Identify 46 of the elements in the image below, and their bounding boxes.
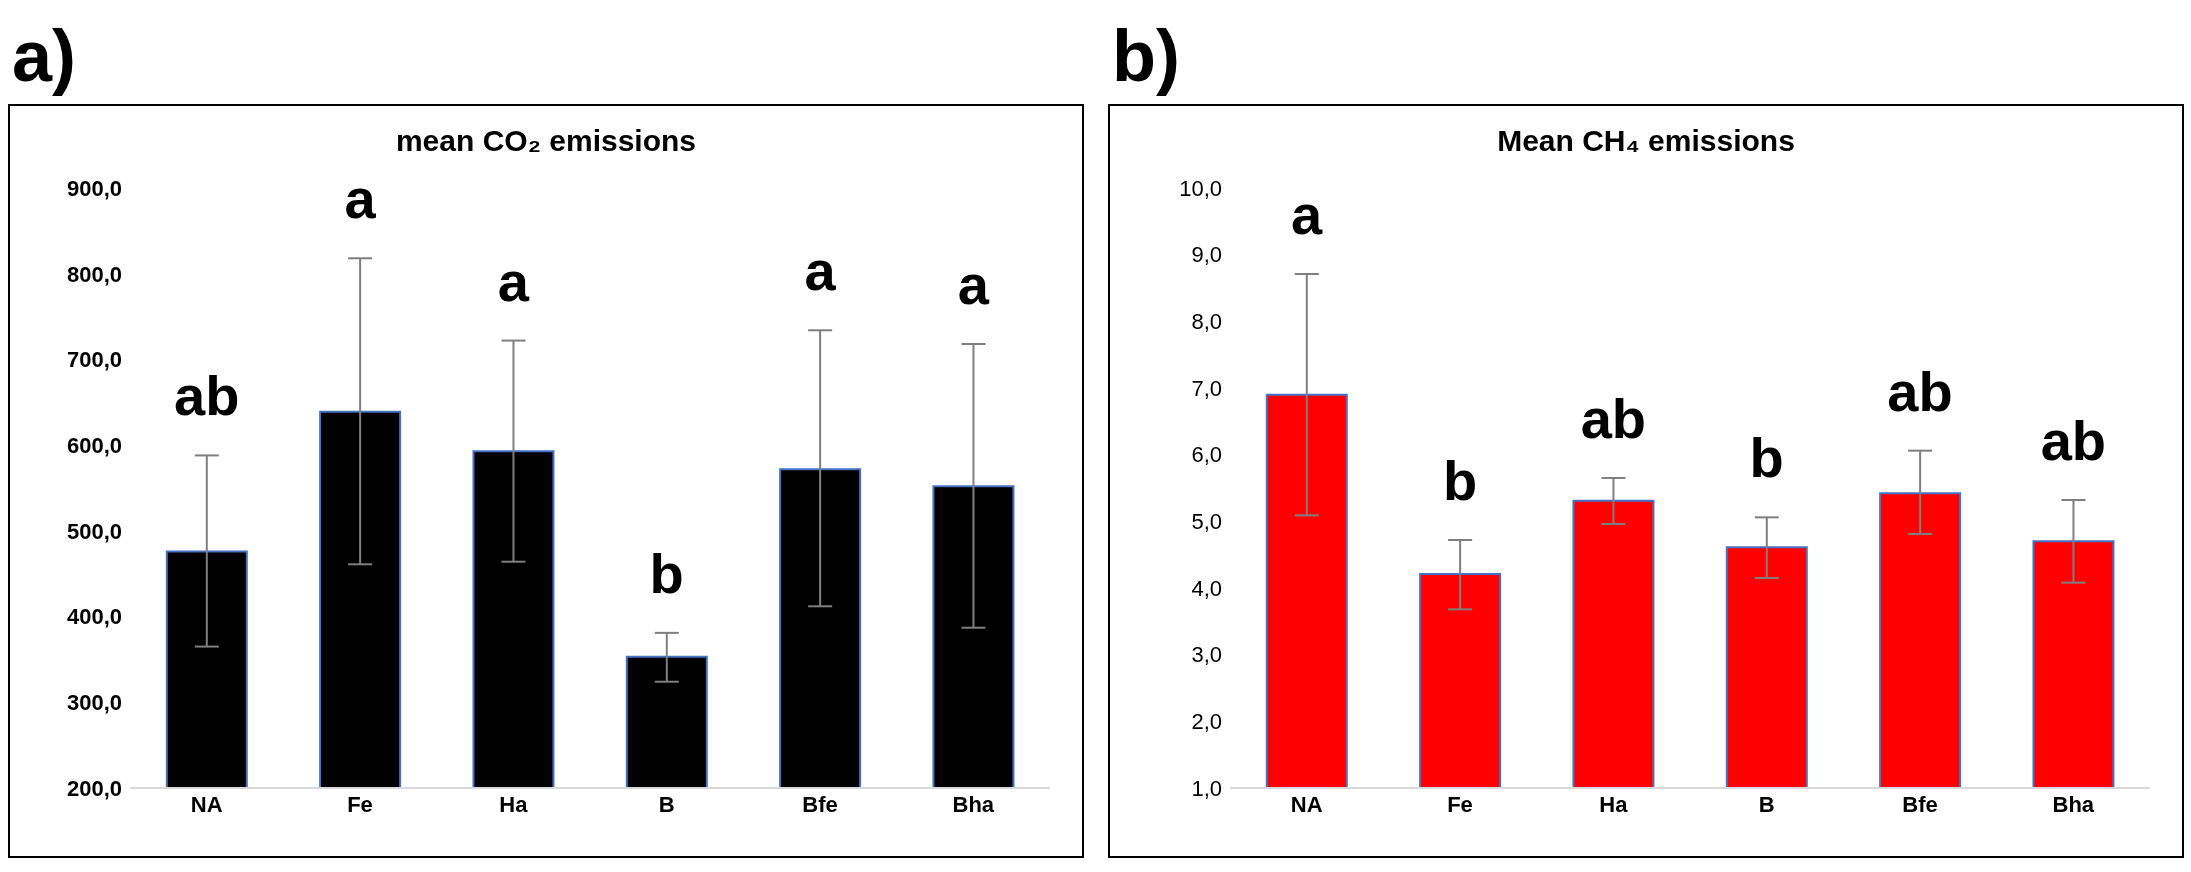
x-tick-label: B — [1758, 791, 1775, 817]
y-tick-label: 4,0 — [1191, 575, 1222, 601]
annotation: a — [1291, 183, 1324, 246]
x-tick-label: Bha — [2052, 791, 2095, 817]
y-tick-label: 8,0 — [1191, 309, 1222, 335]
y-tick-label: 200,0 — [66, 775, 122, 801]
x-tick-label: Fe — [1447, 791, 1473, 817]
x-tick-label: Bha — [952, 791, 995, 817]
annotation: b — [649, 541, 684, 605]
y-tick-label: 1,0 — [1191, 775, 1222, 801]
x-tick-label: Ha — [1599, 791, 1629, 817]
y-tick-label: 10,0 — [1179, 175, 1222, 201]
annotation: b — [1749, 426, 1784, 490]
annotation: a — [497, 249, 530, 313]
x-tick-label: Bfe — [1902, 791, 1938, 817]
y-tick-label: 6,0 — [1191, 442, 1222, 468]
y-tick-label: 2,0 — [1191, 709, 1222, 735]
y-tick-label: 5,0 — [1191, 509, 1222, 535]
chart-title: Mean CH₄ emissions — [1496, 124, 1796, 159]
y-tick-label: 400,0 — [66, 604, 122, 630]
x-tick-label: NA — [190, 791, 223, 817]
annotation: ab — [1580, 387, 1647, 450]
y-tick-label: 700,0 — [66, 347, 122, 373]
y-tick-label: 600,0 — [66, 432, 122, 458]
text: a) — [12, 16, 77, 96]
y-tick-label: 300,0 — [66, 690, 122, 716]
chart-title: mean CO₂ emissions — [394, 124, 698, 159]
text: b) — [1112, 16, 1180, 96]
x-tick-label: Ha — [499, 791, 529, 817]
y-tick-label: 3,0 — [1191, 642, 1222, 668]
annotation: a — [957, 253, 990, 316]
annotation: b — [1442, 449, 1478, 512]
x-tick-label: Fe — [347, 791, 373, 817]
x-tick-label: B — [658, 791, 675, 817]
y-tick-label: 9,0 — [1191, 242, 1222, 268]
annotation: ab — [2040, 409, 2107, 472]
annotation: ab — [1887, 359, 1953, 423]
annotation: a — [804, 239, 837, 303]
annotation: a — [344, 167, 377, 231]
y-tick-label: 7,0 — [1191, 375, 1222, 401]
x-tick-label: NA — [1290, 791, 1323, 817]
annotation: ab — [173, 364, 240, 428]
y-tick-label: 500,0 — [66, 518, 122, 544]
y-tick-label: 800,0 — [66, 261, 122, 287]
x-tick-label: Bfe — [802, 791, 838, 817]
y-tick-label: 900,0 — [66, 175, 122, 201]
